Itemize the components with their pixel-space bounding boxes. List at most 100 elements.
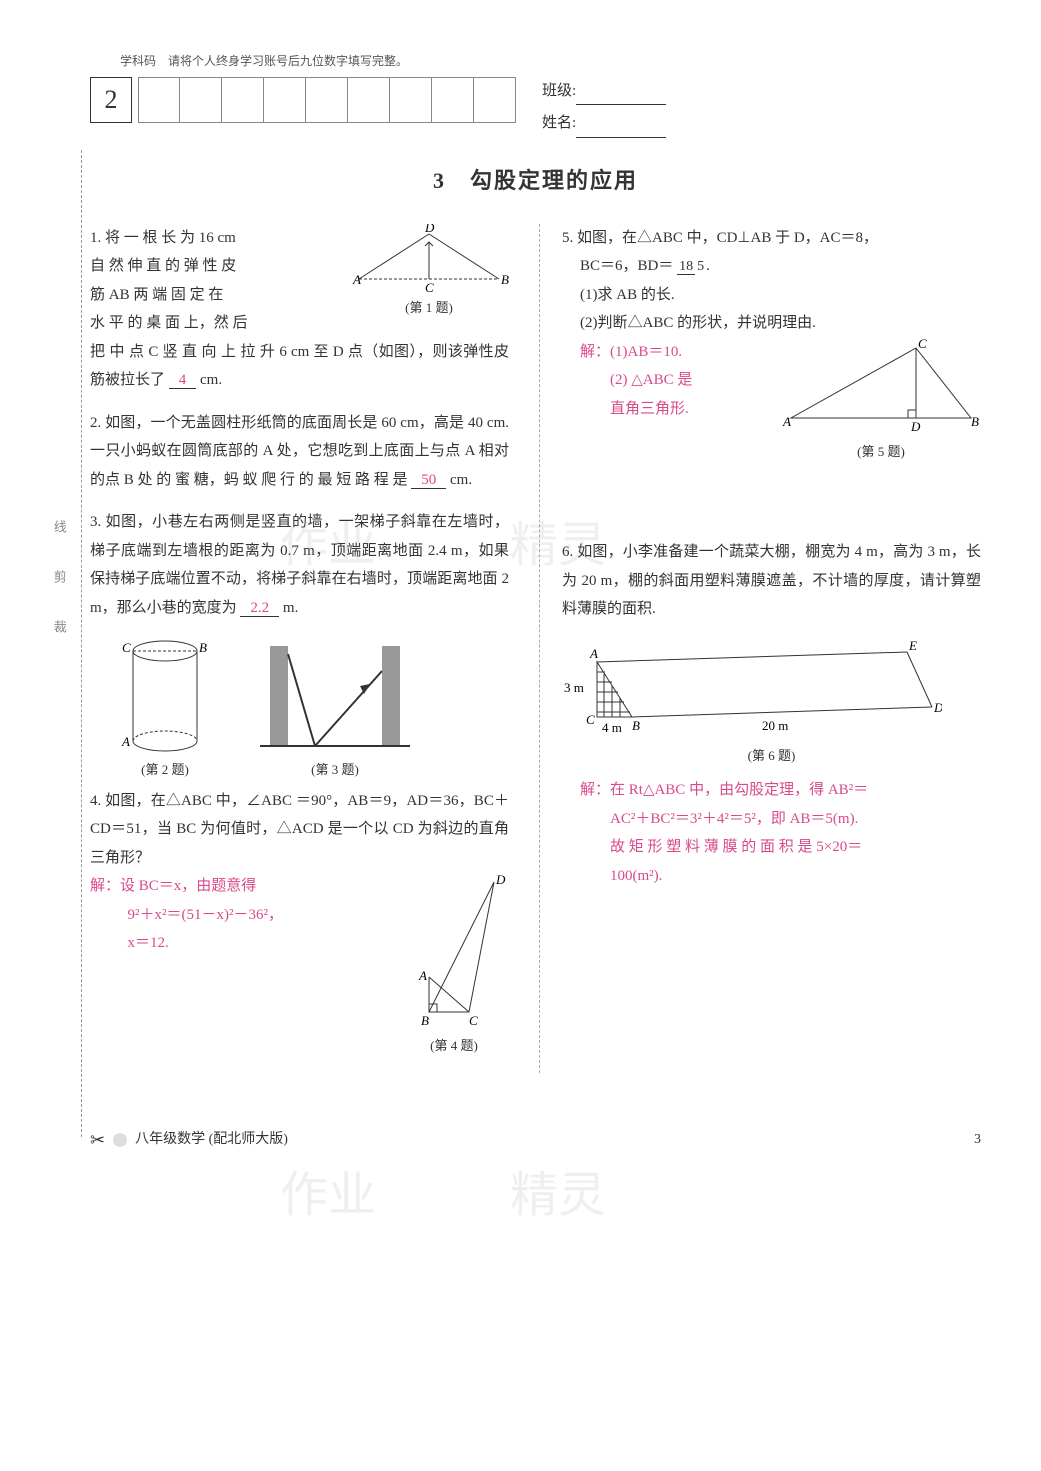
q5-sol-a: (1)AB＝10. xyxy=(610,344,682,360)
svg-text:B: B xyxy=(199,640,207,655)
left-column: 1. 将 一 根 长 为 16 cm 自 然 伸 直 的 弹 性 皮 筋 AB … xyxy=(90,224,509,1073)
svg-text:C: C xyxy=(586,712,595,727)
ladder-icon xyxy=(260,636,410,756)
question-1: 1. 将 一 根 长 为 16 cm 自 然 伸 直 的 弹 性 皮 筋 AB … xyxy=(90,224,509,395)
q1-line: 水 平 的 桌 面 上，然 后 xyxy=(90,309,341,338)
cylinder-icon: A B C xyxy=(120,636,210,756)
q5-sol-b: (2) △ABC 是 xyxy=(580,366,773,395)
figures-2-3-row: A B C (第 2 题) (第 3 题) xyxy=(120,636,509,783)
class-label: 班级: xyxy=(542,83,576,99)
grid-cell[interactable] xyxy=(390,77,432,123)
q1-line: 把 中 点 C 竖 直 向 上 拉 升 6 cm 至 D 点（如图），则该弹性皮… xyxy=(90,344,509,389)
grid-cell[interactable] xyxy=(474,77,516,123)
hint-text: 请将个人终身学习账号后九位数字填写完整。 xyxy=(168,54,408,68)
figure-3: (第 3 题) xyxy=(260,636,410,783)
prism-icon: A B C D E 3 m 4 m 20 m xyxy=(562,632,942,742)
q2-text: 2. 如图，一个无盖圆柱形纸筒的底面周长是 60 cm，高是 40 cm. 一只… xyxy=(90,415,509,488)
q5-sol-c: 直角三角形. xyxy=(580,395,773,424)
hint-label: 学科码 xyxy=(120,54,156,68)
sol-label: 解： xyxy=(580,782,610,798)
question-5: 5. 如图，在△ABC 中，CD⊥AB 于 D，AC＝8， BC＝6，BD＝ 1… xyxy=(562,224,981,465)
svg-text:B: B xyxy=(632,718,640,733)
q5-sub1: (1)求 AB 的长. xyxy=(562,281,981,310)
frac-num: 18 xyxy=(677,259,695,275)
grid-cell[interactable] xyxy=(432,77,474,123)
q6-sol-d: 100(m²). xyxy=(580,862,981,891)
svg-text:D: D xyxy=(910,419,921,434)
q6-sol-c: 故 矩 形 塑 料 薄 膜 的 面 积 是 5×20＝ xyxy=(580,833,981,862)
page-title: 3 勾股定理的应用 xyxy=(90,160,981,202)
q2-answer: 50 xyxy=(411,472,446,489)
grid-cell[interactable] xyxy=(264,77,306,123)
fig3-label: (第 3 题) xyxy=(260,758,410,783)
svg-text:A: A xyxy=(589,646,598,661)
content-columns: 1. 将 一 根 长 为 16 cm 自 然 伸 直 的 弹 性 皮 筋 AB … xyxy=(90,224,981,1073)
svg-text:C: C xyxy=(918,338,927,351)
q4-sol-c: x＝12. xyxy=(90,929,391,958)
book-title: 八年级数学 (配北师大版) xyxy=(135,1127,288,1154)
triangle-icon: A B C D xyxy=(349,224,509,294)
header-hint: 学科码 请将个人终身学习账号后九位数字填写完整。 xyxy=(120,50,981,73)
svg-text:A: A xyxy=(352,272,361,287)
svg-text:D: D xyxy=(424,224,435,235)
svg-text:B: B xyxy=(421,1013,429,1028)
svg-text:C: C xyxy=(469,1013,478,1028)
svg-text:A: A xyxy=(782,414,791,429)
question-4: 4. 如图，在△ABC 中，∠ABC ＝90°，AB＝9，AD＝36，BC＋CD… xyxy=(90,787,509,1059)
frac-den: 5 xyxy=(695,259,706,274)
svg-text:A: A xyxy=(418,968,427,983)
class-input[interactable] xyxy=(576,87,666,105)
dot-icon xyxy=(113,1133,127,1147)
q5-line-a: 5. 如图，在△ABC 中，CD⊥AB 于 D，AC＝8， xyxy=(562,224,981,253)
q5-sub2: (2)判断△ABC 的形状，并说明理由. xyxy=(562,309,981,338)
header-row: 2 班级: 姓名: xyxy=(90,77,981,142)
fig6-label: (第 6 题) xyxy=(562,744,981,769)
fig1-label: (第 1 题) xyxy=(349,296,509,321)
footer: ✂ 八年级数学 (配北师大版) 3 xyxy=(90,1123,981,1157)
q1-unit: cm. xyxy=(200,372,222,388)
figure-5: A B C D (第 5 题) xyxy=(781,338,981,465)
svg-text:C: C xyxy=(425,280,434,294)
page-number: 3 xyxy=(974,1127,981,1154)
scissors-icon: ✂ xyxy=(90,1123,105,1157)
svg-text:B: B xyxy=(971,414,979,429)
meta-column: 班级: 姓名: xyxy=(542,77,666,142)
q6-sol-a: 在 Rt△ABC 中，由勾股定理，得 AB²＝ xyxy=(610,782,868,798)
q1-line: 自 然 伸 直 的 弹 性 皮 xyxy=(90,252,341,281)
grid-cell[interactable] xyxy=(222,77,264,123)
grid-cell[interactable] xyxy=(180,77,222,123)
q6-text: 6. 如图，小李准备建一个蔬菜大棚，棚宽为 4 m，高为 3 m，长为 20 m… xyxy=(562,538,981,624)
svg-text:A: A xyxy=(121,734,130,749)
q1-line: 筋 AB 两 端 固 定 在 xyxy=(90,281,341,310)
grid-cell[interactable] xyxy=(138,77,180,123)
watermark: 作业 xyxy=(280,1150,376,1241)
fraction: 185 xyxy=(677,259,706,274)
svg-text:20 m: 20 m xyxy=(762,718,788,733)
triangle-icon: A B C D xyxy=(399,872,509,1032)
grid-cell[interactable] xyxy=(348,77,390,123)
figure-4: A B C D (第 4 题) xyxy=(399,872,509,1059)
q5-line-b: BC＝6，BD＝ xyxy=(580,258,673,274)
grid-cell[interactable] xyxy=(306,77,348,123)
figure-1: A B C D (第 1 题) xyxy=(349,224,509,321)
question-2: 2. 如图，一个无盖圆柱形纸筒的底面周长是 60 cm，高是 40 cm. 一只… xyxy=(90,409,509,495)
svg-text:B: B xyxy=(501,272,509,287)
q4-sol-b: 9²＋x²＝(51－x)²－36²， xyxy=(90,901,391,930)
name-input[interactable] xyxy=(576,120,666,138)
sol-label: 解： xyxy=(580,344,610,360)
svg-text:E: E xyxy=(908,638,917,653)
question-6: 6. 如图，小李准备建一个蔬菜大棚，棚宽为 4 m，高为 3 m，长为 20 m… xyxy=(562,538,981,890)
q4-solution: 解：设 BC＝x，由题意得 9²＋x²＝(51－x)²－36²， x＝12. xyxy=(90,872,391,958)
q3-answer: 2.2 xyxy=(240,600,279,617)
q2-unit: cm. xyxy=(450,472,472,488)
name-label: 姓名: xyxy=(542,115,576,131)
question-3: 3. 如图，小巷左右两侧是竖直的墙，一架梯子斜靠在左墙时，梯子底端到左墙根的距离… xyxy=(90,508,509,622)
q1-line: 1. 将 一 根 长 为 16 cm xyxy=(90,224,341,253)
figure-6: A B C D E 3 m 4 m 20 m (第 6 题) xyxy=(562,632,981,769)
triangle-icon: A B C D xyxy=(781,338,981,438)
q4-sol-a: 设 BC＝x，由题意得 xyxy=(120,878,256,894)
code-grid xyxy=(138,77,516,123)
svg-text:D: D xyxy=(933,700,942,715)
q6-sol-b: AC²＋BC²＝3²＋4²＝5²，即 AB＝5(m). xyxy=(580,805,981,834)
fig4-label: (第 4 题) xyxy=(399,1034,509,1059)
